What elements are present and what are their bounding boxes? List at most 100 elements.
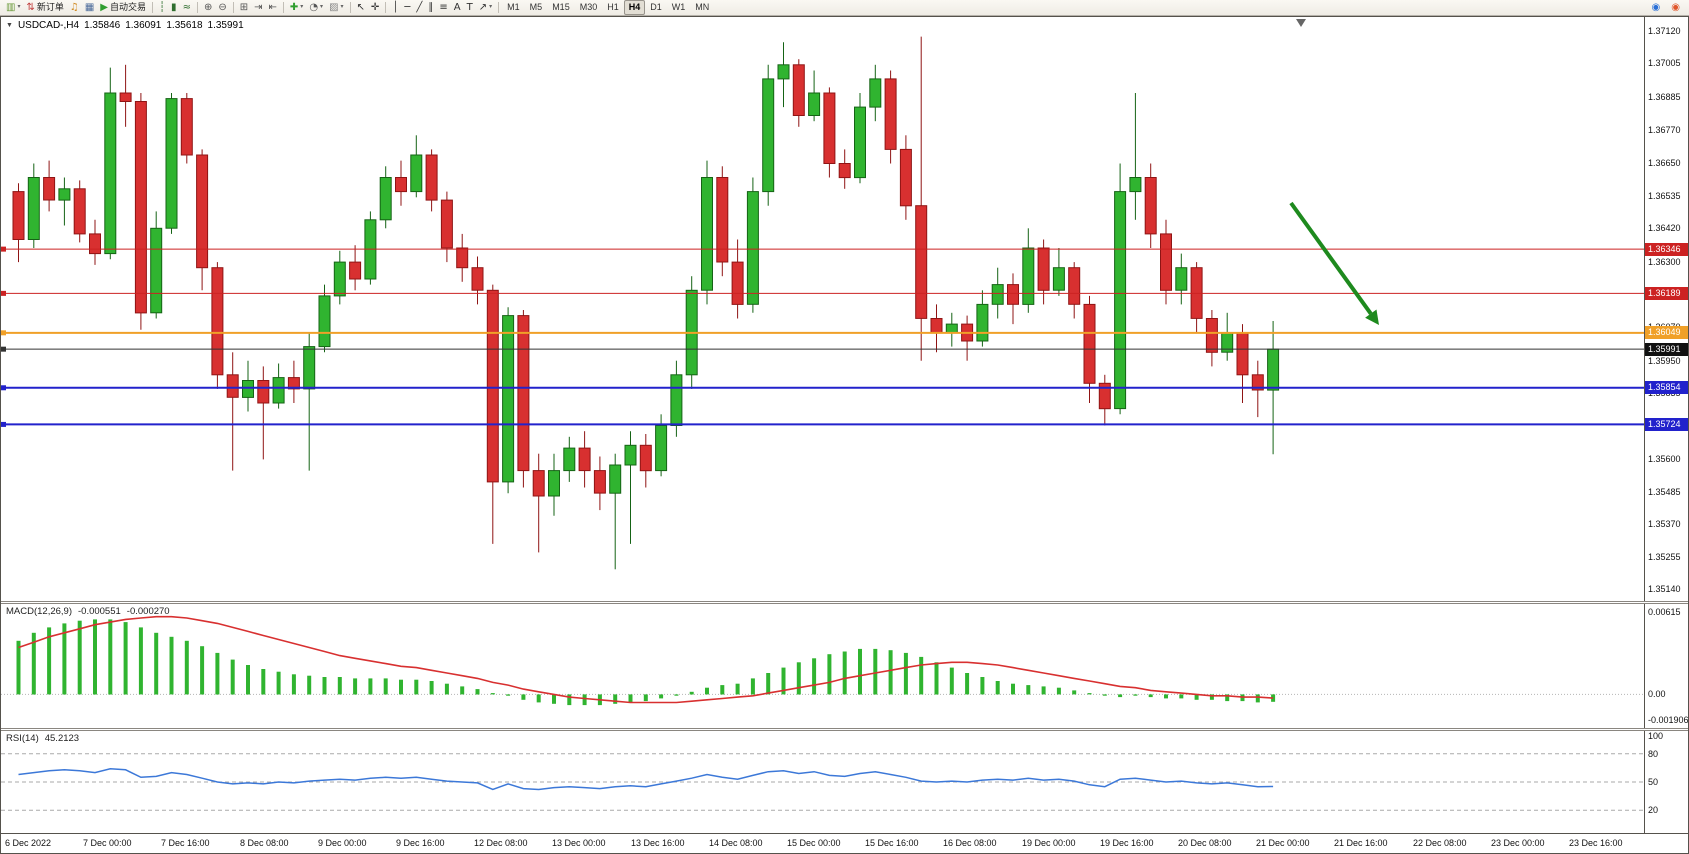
time-label: 14 Dec 08:00	[709, 838, 763, 848]
crosshair-button[interactable]: ✛	[368, 0, 382, 15]
ohlc-low: 1.35618	[166, 20, 203, 31]
zoom-out-button[interactable]: ⊖	[215, 0, 229, 15]
price-scale-label: 1.36770	[1648, 125, 1681, 135]
price-axis[interactable]: 1.37120 1.37005 1.36885 1.36770 1.36650 1.365…	[1644, 17, 1688, 601]
time-label: 21 Dec 16:00	[1334, 838, 1388, 848]
trendline-button[interactable]: ╱	[413, 0, 425, 15]
new-order-button[interactable]: ⇅ 新订单	[23, 0, 66, 15]
panel-divider[interactable]	[1, 728, 1688, 731]
time-label: 9 Dec 00:00	[318, 838, 367, 848]
dropdown-caret-icon: ▾	[489, 4, 493, 10]
timeframe-mn-button[interactable]: MN	[695, 2, 710, 12]
chart-expand-button[interactable]: ▼	[6, 22, 13, 29]
equidistant-channel-button[interactable]: ∥	[425, 0, 436, 15]
time-label: 8 Dec 08:00	[240, 838, 289, 848]
macd-label: MACD(12,26,9) -0.000551 -0.000270	[6, 606, 170, 617]
chart-window: ▼ USDCAD-,H4 1.35846 1.36091 1.35618 1.3…	[0, 16, 1689, 854]
panel-divider[interactable]	[1, 601, 1688, 604]
zoom-out-icon: ⊖	[218, 2, 227, 13]
trend-arrow-annotation[interactable]	[1289, 201, 1379, 325]
terminal-button[interactable]: ▦	[82, 0, 97, 15]
candlestick-chart-icon: ▮	[171, 2, 177, 13]
fibonacci-button[interactable]: ≡	[436, 0, 450, 15]
indicators-button[interactable]: ✚ ▾	[287, 0, 306, 15]
macd-panel[interactable]: MACD(12,26,9) -0.000551 -0.000270	[1, 604, 1644, 728]
auto-trading-button[interactable]: ▶ 自动交易	[97, 0, 149, 15]
new-chart-button[interactable]: ▥ ▾	[3, 0, 23, 15]
cursor-button[interactable]: ↖	[354, 0, 368, 15]
new-order-icon: ⇅	[26, 2, 35, 13]
line-chart-icon: ≈	[182, 2, 191, 13]
price-scale-label: 1.36650	[1648, 158, 1681, 168]
rsi-scale-label: 100	[1648, 731, 1664, 741]
trendline-icon: ╱	[416, 2, 423, 13]
text-label-button[interactable]: T	[464, 0, 476, 15]
line-anchor[interactable]	[1, 346, 6, 352]
price-scale-label: 1.35950	[1648, 356, 1681, 366]
auto-trading-icon: ▶	[100, 2, 108, 13]
toolbar-separator	[498, 2, 500, 13]
vertical-line-icon: │	[392, 2, 399, 13]
line-anchor[interactable]	[1, 290, 6, 296]
tile-windows-button[interactable]: ⊞	[237, 0, 251, 15]
price-scale-label: 1.35255	[1648, 552, 1681, 562]
main-chart[interactable]: ▼ USDCAD-,H4 1.35846 1.36091 1.35618 1.3…	[1, 17, 1644, 601]
time-label: 23 Dec 00:00	[1491, 838, 1545, 848]
whats-new-button[interactable]: ◉	[1668, 0, 1683, 15]
timeframe-m15-button[interactable]: M15	[552, 2, 570, 12]
text-label-icon: T	[466, 2, 473, 13]
timeframe-m30-button[interactable]: M30	[579, 2, 598, 12]
rsi-value: 45.2123	[44, 733, 80, 744]
time-label: 19 Dec 00:00	[1022, 838, 1076, 848]
rsi-panel[interactable]: RSI(14) 45.2123	[1, 731, 1644, 833]
price-scale-label: 1.37120	[1648, 26, 1681, 36]
chart-shift-button[interactable]: ⇤	[266, 0, 280, 15]
dropdown-caret-icon: ▾	[340, 4, 344, 10]
price-scale-label: 1.36535	[1648, 191, 1681, 201]
macd-axis[interactable]: 0.00615 0.00 -0.001906	[1644, 604, 1688, 728]
arrows-button[interactable]: ↗ ▾	[476, 0, 495, 15]
horizontal-line-button[interactable]: ─	[401, 0, 413, 15]
candlestick-chart-button[interactable]: ▮	[168, 0, 180, 15]
vertical-line-button[interactable]: │	[389, 0, 401, 15]
line-chart-button[interactable]: ≈	[180, 0, 194, 15]
time-label: 22 Dec 08:00	[1413, 838, 1467, 848]
toolbar-separator	[152, 2, 154, 13]
time-label: 20 Dec 08:00	[1178, 838, 1232, 848]
rsi-axis[interactable]: 100 80 50 20	[1644, 731, 1688, 833]
timeframe-w1-button[interactable]: W1	[671, 2, 686, 12]
time-label: 21 Dec 00:00	[1256, 838, 1310, 848]
timeframe-h1-button[interactable]: H1	[607, 2, 619, 12]
auto-scroll-button[interactable]: ⇥	[251, 0, 265, 15]
arrows-icon: ↗	[478, 2, 488, 13]
bar-chart-button[interactable]: ┆	[156, 0, 168, 15]
timeframe-m1-button[interactable]: M1	[507, 2, 520, 12]
line-anchor[interactable]	[1, 246, 6, 252]
timeframe-d1-button[interactable]: D1	[650, 2, 662, 12]
dropdown-caret-icon: ▾	[320, 4, 324, 10]
line-anchor[interactable]	[1, 330, 6, 336]
mql5-community-button[interactable]: ◉	[1649, 0, 1664, 15]
timeframe-m5-button[interactable]: M5	[529, 2, 543, 12]
price-badge-1.36049: 1.36049	[1645, 326, 1688, 339]
periods-button[interactable]: ◔ ▾	[306, 0, 326, 15]
price-scale-label: 1.35485	[1648, 487, 1681, 497]
templates-button[interactable]: ▨ ▾	[326, 0, 346, 15]
text-button[interactable]: A	[451, 0, 464, 15]
equidistant-channel-icon: ∥	[428, 2, 434, 13]
price-scale-label: 1.36300	[1648, 257, 1681, 267]
macd-histogram	[16, 619, 1276, 706]
line-anchor[interactable]	[1, 421, 6, 427]
timeframe-h4-button[interactable]: H4	[623, 0, 646, 15]
cursor-icon: ↖	[356, 2, 365, 13]
toolbar-separator	[385, 2, 387, 13]
rsi-name: RSI(14)	[6, 733, 39, 744]
new-chart-icon: ▥	[6, 2, 16, 13]
sound-button[interactable]: ♫	[67, 0, 82, 15]
toolbar-separator	[196, 2, 198, 13]
dropdown-caret-icon: ▾	[17, 4, 21, 10]
line-anchor[interactable]	[1, 385, 6, 391]
time-axis[interactable]: 6 Dec 2022 7 Dec 00:00 7 Dec 16:00 8 Dec 08…	[1, 833, 1688, 853]
zoom-in-button[interactable]: ⊕	[201, 0, 215, 15]
